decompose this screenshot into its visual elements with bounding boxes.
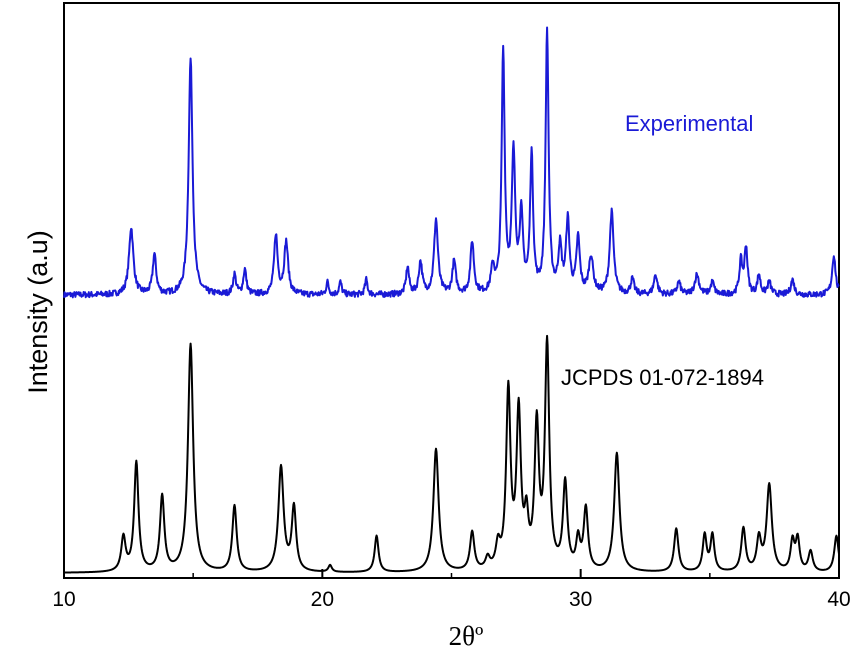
series-layer <box>63 26 840 574</box>
x-tick-label: 10 <box>52 588 75 611</box>
x-axis-label: 2θº <box>449 621 484 651</box>
series-line-experimental <box>63 26 840 299</box>
series-label-jcpds: JCPDS 01-072-1894 <box>561 365 764 390</box>
series-line-jcpds <box>63 334 840 574</box>
x-axis-ticks: 10 20 30 40 <box>52 569 851 611</box>
y-axis-label: Intensity (a.u) <box>23 230 53 394</box>
x-tick-label: 20 <box>311 588 334 611</box>
x-tick-label: 40 <box>827 588 850 611</box>
x-tick-label: 30 <box>569 588 592 611</box>
series-label-experimental: Experimental <box>625 111 753 136</box>
